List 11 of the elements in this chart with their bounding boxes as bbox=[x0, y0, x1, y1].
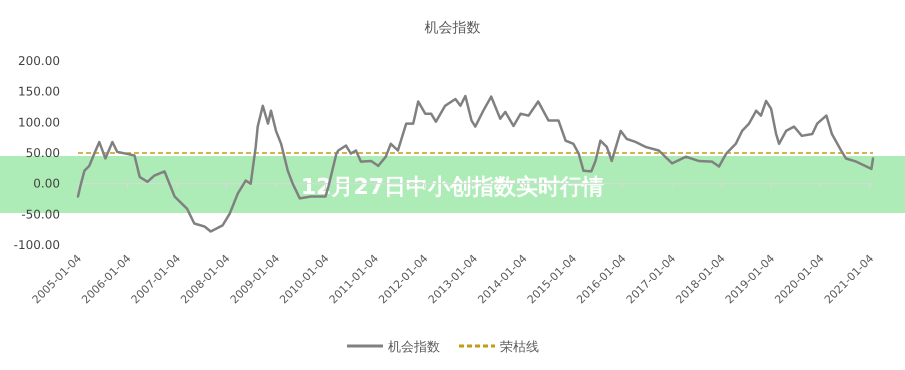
y-tick-label: 100.00 bbox=[18, 115, 60, 130]
legend-label: 荣枯线 bbox=[500, 340, 539, 355]
y-tick-label: 0.00 bbox=[33, 176, 60, 191]
y-tick-label: 150.00 bbox=[18, 84, 60, 99]
line-series bbox=[76, 94, 874, 233]
y-tick-label: 200.00 bbox=[18, 54, 60, 68]
y-tick-label: 50.00 bbox=[26, 146, 60, 160]
chart-title: 机会指数 bbox=[424, 20, 480, 36]
y-tick-label: -100.00 bbox=[14, 238, 60, 252]
legend-label: 机会指数 bbox=[388, 340, 440, 355]
y-tick-label: -50.00 bbox=[21, 207, 60, 222]
